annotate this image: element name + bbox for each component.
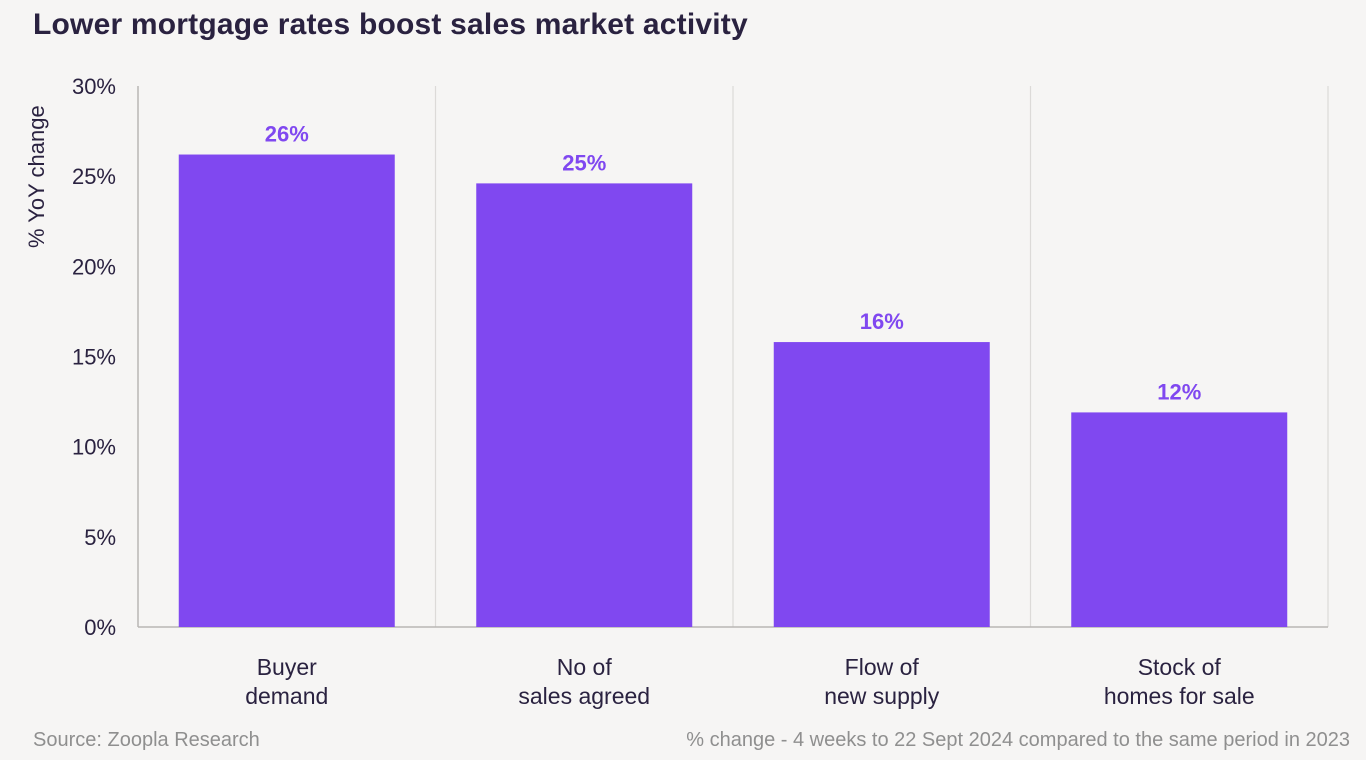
x-category-label: homes for sale — [1104, 683, 1255, 709]
bar — [773, 342, 990, 627]
chart-title: Lower mortgage rates boost sales market … — [33, 8, 748, 41]
bar — [178, 154, 395, 627]
x-category-label: sales agreed — [518, 683, 650, 709]
y-tick-label: 5% — [84, 525, 116, 550]
y-tick-label: 30% — [72, 74, 116, 99]
data-label: 25% — [562, 150, 606, 175]
y-tick-label: 15% — [72, 345, 116, 370]
data-label: 26% — [265, 122, 309, 147]
bar — [476, 183, 693, 627]
x-category-label: No of — [557, 654, 613, 680]
data-label: 12% — [1157, 379, 1201, 404]
y-tick-label: 10% — [72, 435, 116, 460]
x-category-label: Stock of — [1138, 654, 1222, 680]
period-note: % change - 4 weeks to 22 Sept 2024 compa… — [686, 729, 1350, 751]
x-category-label: Flow of — [845, 654, 920, 680]
y-tick-label: 0% — [84, 615, 116, 640]
data-label: 16% — [860, 309, 904, 334]
source-note: Source: Zoopla Research — [33, 729, 260, 751]
x-category-label: Buyer — [257, 654, 317, 680]
bar — [1071, 412, 1288, 627]
x-category-label: demand — [245, 683, 328, 709]
x-category-label: new supply — [824, 683, 940, 709]
y-tick-label: 20% — [72, 254, 116, 279]
y-tick-label: 25% — [72, 164, 116, 189]
